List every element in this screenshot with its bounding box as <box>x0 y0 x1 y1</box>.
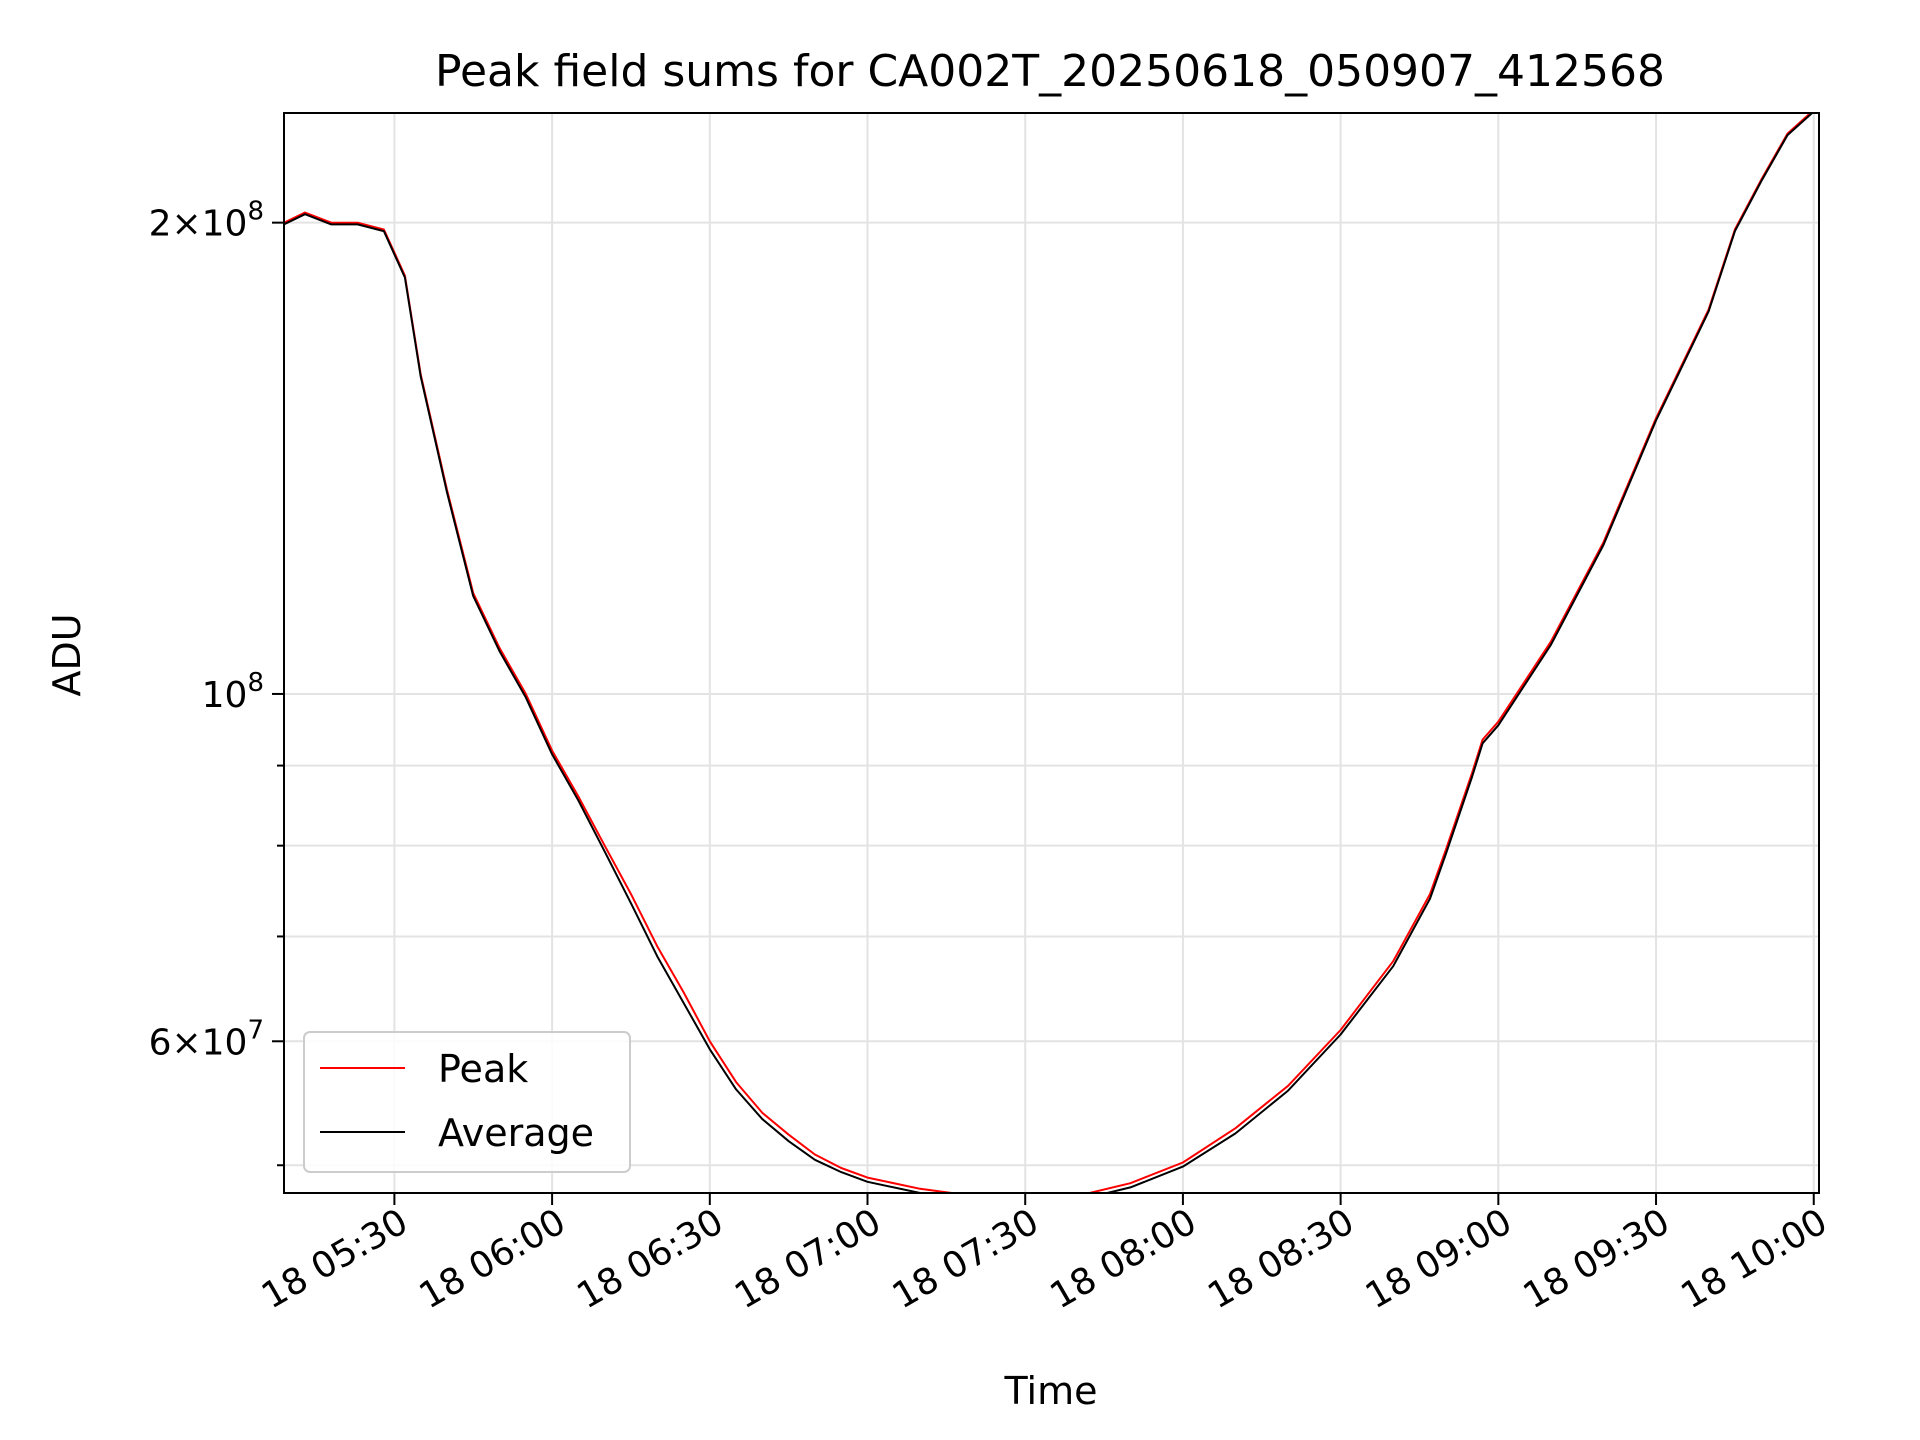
series-line-average <box>284 113 1814 1193</box>
grid <box>284 113 1819 1193</box>
legend-label-peak: Peak <box>438 1047 528 1091</box>
y-axis-label: ADU <box>45 613 89 696</box>
legend: Peak Average <box>303 1031 631 1173</box>
y-tick-label: 6×107 <box>149 1015 264 1063</box>
y-tick-label: 2×108 <box>149 197 264 245</box>
series-layer <box>284 113 1814 1193</box>
chart-title: Peak field sums for CA002T_20250618_0509… <box>435 46 1665 97</box>
y-tick-label: 108 <box>202 668 264 716</box>
legend-label-average: Average <box>438 1111 594 1155</box>
y-axis: 2×108 108 6×107 <box>149 197 284 1167</box>
plot-frame <box>283 112 1820 1194</box>
x-axis-label: Time <box>1004 1369 1098 1413</box>
